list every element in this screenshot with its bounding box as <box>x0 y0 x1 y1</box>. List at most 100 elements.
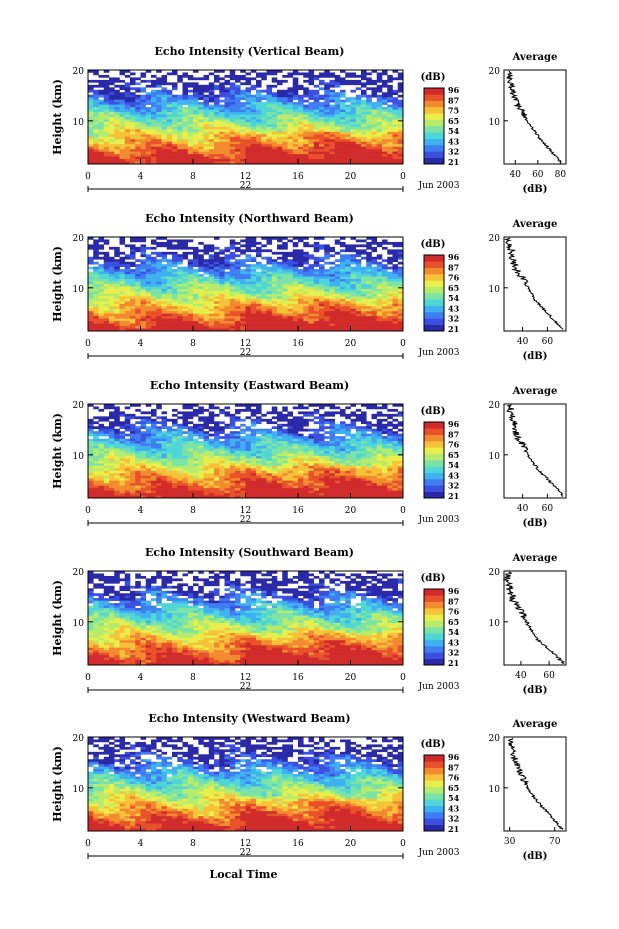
heatmap-cell <box>182 112 189 115</box>
heatmap-cell <box>282 271 288 275</box>
heatmap-cell <box>334 126 341 130</box>
heatmap-cell <box>130 151 136 155</box>
heatmap-cell <box>324 97 330 100</box>
heatmap-cell <box>214 303 220 307</box>
heatmap-cell <box>355 426 362 430</box>
heatmap-cell <box>161 436 168 439</box>
heatmap-cell <box>224 313 231 317</box>
heatmap-cell <box>156 244 162 248</box>
heatmap-cell <box>355 109 362 113</box>
heatmap-cell <box>308 413 315 417</box>
heatmap-cell <box>319 326 325 329</box>
heatmap-cell <box>340 156 346 160</box>
heatmap-cell <box>292 436 299 439</box>
heatmap-cell <box>109 161 115 165</box>
heatmap-cell <box>151 301 157 305</box>
heatmap-cell <box>93 121 99 125</box>
heatmap-cell <box>366 423 372 427</box>
heatmap-cell <box>340 70 346 73</box>
heatmap-cell <box>345 254 351 258</box>
heatmap-cell <box>103 97 110 100</box>
heatmap-cell <box>350 141 357 145</box>
heatmap-cell <box>313 241 320 245</box>
heatmap-cell <box>350 249 357 253</box>
heatmap-cell <box>187 139 194 143</box>
heatmap-cell <box>182 129 189 133</box>
heatmap-cell <box>266 117 273 120</box>
heatmap-cell <box>177 241 183 245</box>
heatmap-cell <box>240 139 246 143</box>
heatmap-cell <box>130 249 136 253</box>
heatmap-cell <box>355 293 362 297</box>
heatmap-cell <box>256 443 262 447</box>
heatmap-cell <box>219 318 225 322</box>
heatmap-cell <box>329 446 336 449</box>
heatmap-cell <box>114 97 120 100</box>
heatmap-cell <box>277 82 283 86</box>
heatmap-cell <box>177 112 183 115</box>
heatmap-cell <box>282 301 288 305</box>
heatmap-cell <box>266 266 273 270</box>
heatmap-cell <box>161 102 168 105</box>
heatmap-cell <box>224 87 231 91</box>
heatmap-cell <box>256 114 262 118</box>
heatmap-cell <box>397 328 404 332</box>
heatmap-cell <box>119 284 126 287</box>
heatmap-cell <box>114 131 120 135</box>
heatmap-cell <box>324 161 330 165</box>
heatmap-cell <box>287 254 294 258</box>
heatmap-cell <box>114 303 120 307</box>
heatmap-cell <box>208 107 215 110</box>
heatmap-cell <box>319 438 325 442</box>
heatmap-cell <box>287 261 294 265</box>
heatmap-cell <box>235 249 241 253</box>
heatmap-cell <box>345 129 351 133</box>
heatmap-cell <box>219 249 225 253</box>
heatmap-cell <box>240 74 246 78</box>
heatmap-cell <box>298 308 304 312</box>
heatmap-cell <box>208 276 215 280</box>
heatmap-cell <box>193 313 199 317</box>
heatmap-cell <box>382 293 388 297</box>
profile-y-tick-label: 10 <box>489 285 501 295</box>
heatmap-cell <box>292 433 299 437</box>
heatmap-cell <box>219 316 225 319</box>
heatmap-cell <box>329 281 336 285</box>
heatmap-cell <box>93 92 99 96</box>
heatmap-cell <box>250 306 257 310</box>
heatmap-cell <box>88 104 94 108</box>
heatmap-cell <box>256 82 262 86</box>
heatmap-cell <box>119 313 126 317</box>
heatmap-cell <box>261 117 267 120</box>
heatmap-cell <box>376 136 383 140</box>
heatmap-cell <box>208 306 215 310</box>
heatmap-cell <box>329 298 336 302</box>
heatmap-cell <box>198 159 204 162</box>
heatmap-cell <box>345 151 351 155</box>
heatmap-cell <box>340 254 346 258</box>
heatmap-cell <box>240 274 246 277</box>
heatmap-cell <box>376 306 383 310</box>
heatmap-cell <box>350 114 357 118</box>
heatmap-cell <box>324 121 330 125</box>
x-tick-label: 4 <box>138 172 144 182</box>
heatmap-cell <box>345 284 351 287</box>
heatmap-cell <box>334 151 341 155</box>
heatmap-cell <box>345 74 351 78</box>
heatmap-cell <box>172 87 178 91</box>
heatmap-cell <box>329 94 336 98</box>
heatmap-cell <box>240 159 246 162</box>
heatmap-cell <box>282 408 288 412</box>
heatmap-cell <box>166 112 173 115</box>
heatmap-cell <box>114 446 120 449</box>
heatmap-cell <box>214 451 220 454</box>
heatmap-cell <box>98 274 105 277</box>
heatmap-cell <box>156 119 162 123</box>
heatmap-cell <box>166 99 173 103</box>
heatmap-cell <box>198 119 204 123</box>
heatmap-cell <box>340 244 346 248</box>
heatmap-cell <box>245 271 252 275</box>
heatmap-cell <box>151 303 157 307</box>
heatmap-cell <box>292 124 299 128</box>
heatmap-cell <box>109 313 115 317</box>
